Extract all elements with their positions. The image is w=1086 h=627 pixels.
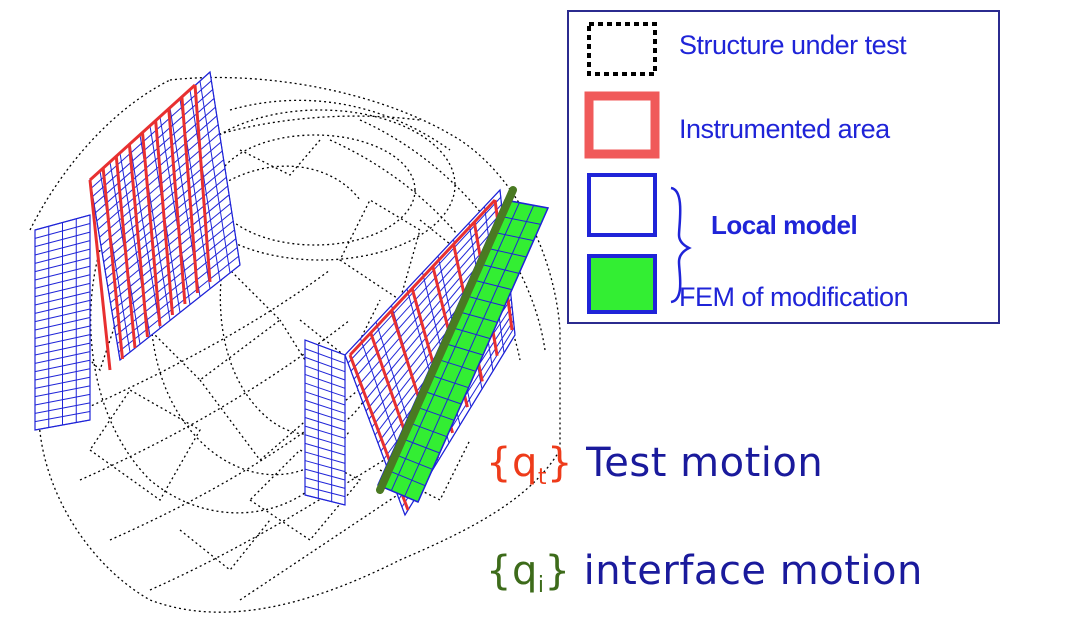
legend-label-fem: FEM of modification (679, 282, 909, 312)
left-side-mesh-line (34, 317, 91, 331)
left-mesh-line (119, 264, 241, 361)
legend: Structure under test Instrumented area L… (567, 10, 1000, 324)
left-side-mesh-line (34, 376, 91, 389)
interface-motion-brace-close: } (544, 548, 571, 594)
interface-motion-annotation: {qi} interface motion (486, 548, 923, 598)
right-side-mesh-line (304, 408, 346, 423)
left-side-mesh-line (34, 342, 91, 356)
test-motion-subscript: t (537, 465, 547, 490)
left-mesh-line (95, 106, 216, 214)
right-side-mesh-line (304, 339, 346, 356)
structure-swatch (587, 22, 657, 76)
left-mesh-line (96, 115, 218, 222)
right-side-mesh-line (304, 356, 346, 373)
interface-motion-brace-open: { (486, 548, 512, 594)
left-instrumented-line (88, 179, 112, 371)
interface-motion-symbol: q (511, 548, 538, 594)
left-side-mesh-line (34, 257, 91, 273)
left-mesh-line (116, 247, 238, 345)
left-side-mesh-line (34, 419, 91, 431)
fem-swatch (587, 254, 657, 314)
left-side-mesh-line (34, 368, 91, 381)
left-side-mesh-line (34, 240, 91, 256)
right-side-mesh-line (304, 391, 346, 406)
left-side-mesh-line (34, 282, 91, 298)
right-side-mesh-line (304, 373, 346, 389)
interface-beam (376, 186, 517, 494)
left-side-mesh-line (34, 291, 91, 306)
right-side-mesh-line (304, 365, 346, 381)
left-instrumented-line (141, 132, 162, 327)
left-instrumented-line (114, 156, 137, 349)
right-side-mesh-line (304, 417, 346, 431)
right-side-mesh-line (304, 485, 346, 498)
left-instrumented-line (180, 96, 199, 294)
left-side-mesh-line (34, 248, 91, 264)
instrumented-swatch (584, 91, 660, 159)
right-side-mesh-line (304, 434, 346, 448)
left-side-mesh-line (34, 214, 91, 231)
left-mesh-line (112, 220, 234, 320)
right-side-mesh-line (304, 382, 346, 398)
left-instrumented-line (127, 144, 149, 338)
left-instrumented-line (101, 167, 124, 360)
left-side-mesh-line (34, 334, 91, 348)
left-side-mesh-line (34, 308, 91, 323)
right-mesh-line (344, 189, 501, 356)
test-motion-annotation: {qt} Test motion (486, 440, 823, 490)
right-side-mesh-line (304, 399, 346, 414)
left-instrumented-line (167, 108, 187, 305)
left-side-mesh-line (34, 351, 91, 364)
left-side-mesh-line (34, 299, 91, 314)
right-side-mesh-line (304, 451, 346, 464)
left-side-mesh-line (34, 410, 91, 423)
left-instrumented-line (154, 120, 174, 316)
left-side-mesh-line (34, 274, 91, 289)
left-local-model-panel (34, 70, 241, 431)
test-motion-text: Test motion (586, 440, 824, 486)
test-motion-brace-close: } (546, 440, 573, 486)
left-mesh-line (93, 97, 215, 205)
brace-icon (670, 186, 692, 304)
left-mesh-line (115, 238, 237, 336)
right-side-mesh-line (304, 425, 346, 439)
right-side-mesh-line (304, 494, 346, 506)
right-side-mesh-line (304, 348, 346, 364)
test-motion-brace-open: { (486, 440, 512, 486)
left-mesh-line (118, 255, 239, 353)
left-side-mesh-line (34, 385, 91, 398)
test-motion-symbol: q (511, 440, 538, 486)
legend-label-instrumented: Instrumented area (679, 114, 890, 144)
local-model-swatch (587, 173, 657, 237)
legend-label-local-model: Local model (711, 210, 858, 240)
interface-motion-text: interface motion (583, 548, 923, 594)
left-mesh-line (91, 80, 212, 189)
interface-motion-subscript: i (537, 573, 545, 598)
left-side-mesh-line (34, 402, 91, 414)
left-side-mesh-line (34, 325, 91, 339)
legend-label-structure: Structure under test (679, 30, 907, 60)
left-side-mesh-line (34, 393, 91, 406)
left-mesh-line (92, 89, 214, 197)
left-side-mesh-line (34, 265, 91, 281)
legend-swatches (584, 22, 692, 314)
right-side-mesh-line (304, 460, 346, 473)
left-instrumented-line (193, 84, 212, 283)
right-side-mesh-line (304, 468, 346, 481)
left-side-mesh-line (34, 359, 91, 373)
left-instrumented-edge (88, 83, 197, 182)
left-mesh-line (114, 229, 235, 328)
right-instrumented-edge (348, 198, 497, 357)
right-side-mesh-line (304, 442, 346, 456)
right-side-mesh-line (304, 477, 346, 489)
left-mesh-line (111, 211, 233, 312)
left-side-mesh-line (34, 231, 91, 248)
left-side-mesh-line (34, 223, 91, 239)
